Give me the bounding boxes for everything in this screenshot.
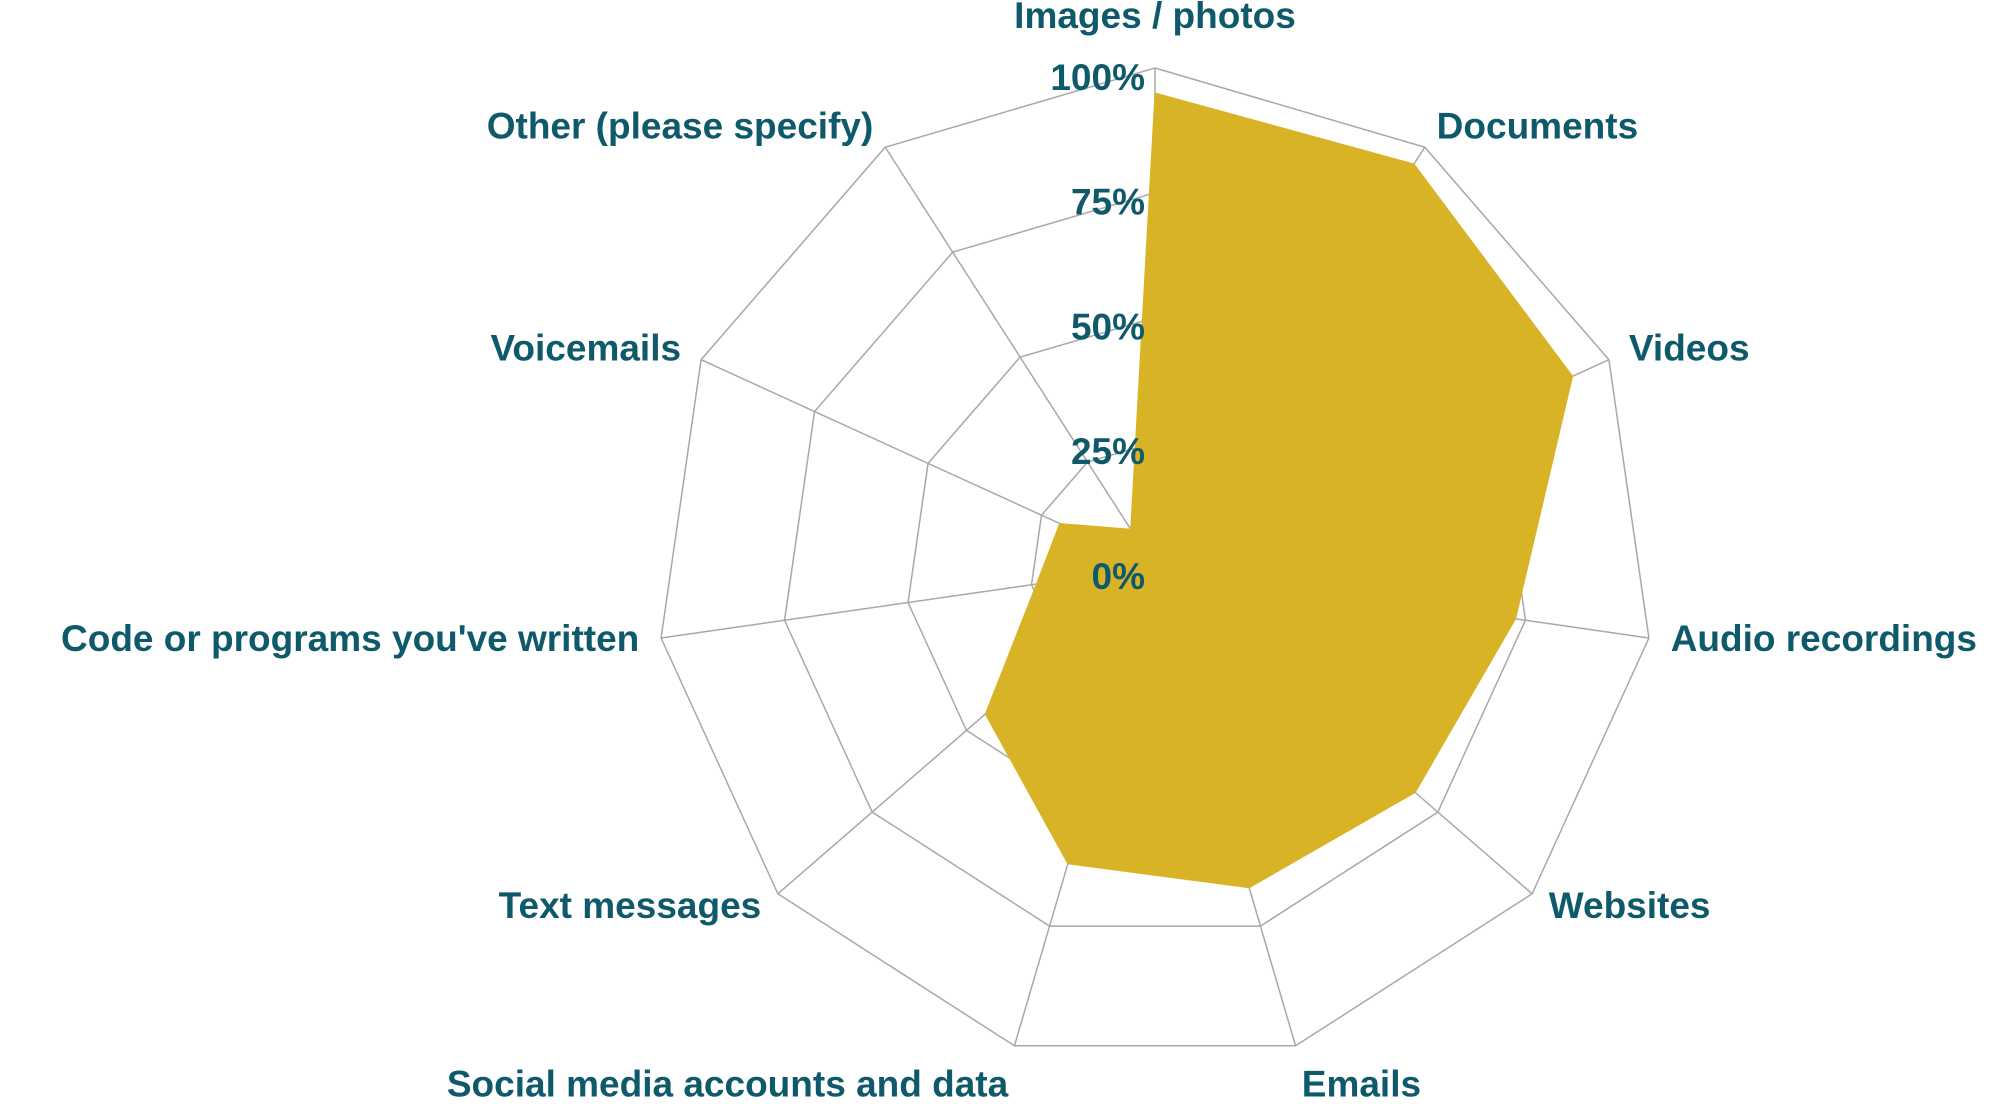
r-tick-label: 50% xyxy=(1071,306,1145,347)
category-label: Voicemails xyxy=(490,327,681,368)
category-label: Emails xyxy=(1302,1064,1421,1104)
spoke xyxy=(884,146,1156,568)
category-label: Documents xyxy=(1437,105,1638,146)
r-tick-label: 100% xyxy=(1050,57,1145,98)
r-tick-label: 25% xyxy=(1071,431,1145,472)
category-label: Audio recordings xyxy=(1671,618,1977,659)
category-label: Websites xyxy=(1549,885,1711,926)
r-tick-label: 75% xyxy=(1071,182,1145,223)
grid-ring xyxy=(660,67,1650,1047)
data-area xyxy=(984,92,1574,889)
category-label: Social media accounts and data xyxy=(447,1064,1009,1104)
category-label: Code or programs you've written xyxy=(61,618,639,659)
category-label: Text messages xyxy=(499,885,762,926)
category-label: Images / photos xyxy=(1014,0,1296,36)
category-label: Videos xyxy=(1629,327,1750,368)
r-tick-label: 0% xyxy=(1092,556,1145,597)
category-label: Other (please specify) xyxy=(487,105,874,146)
